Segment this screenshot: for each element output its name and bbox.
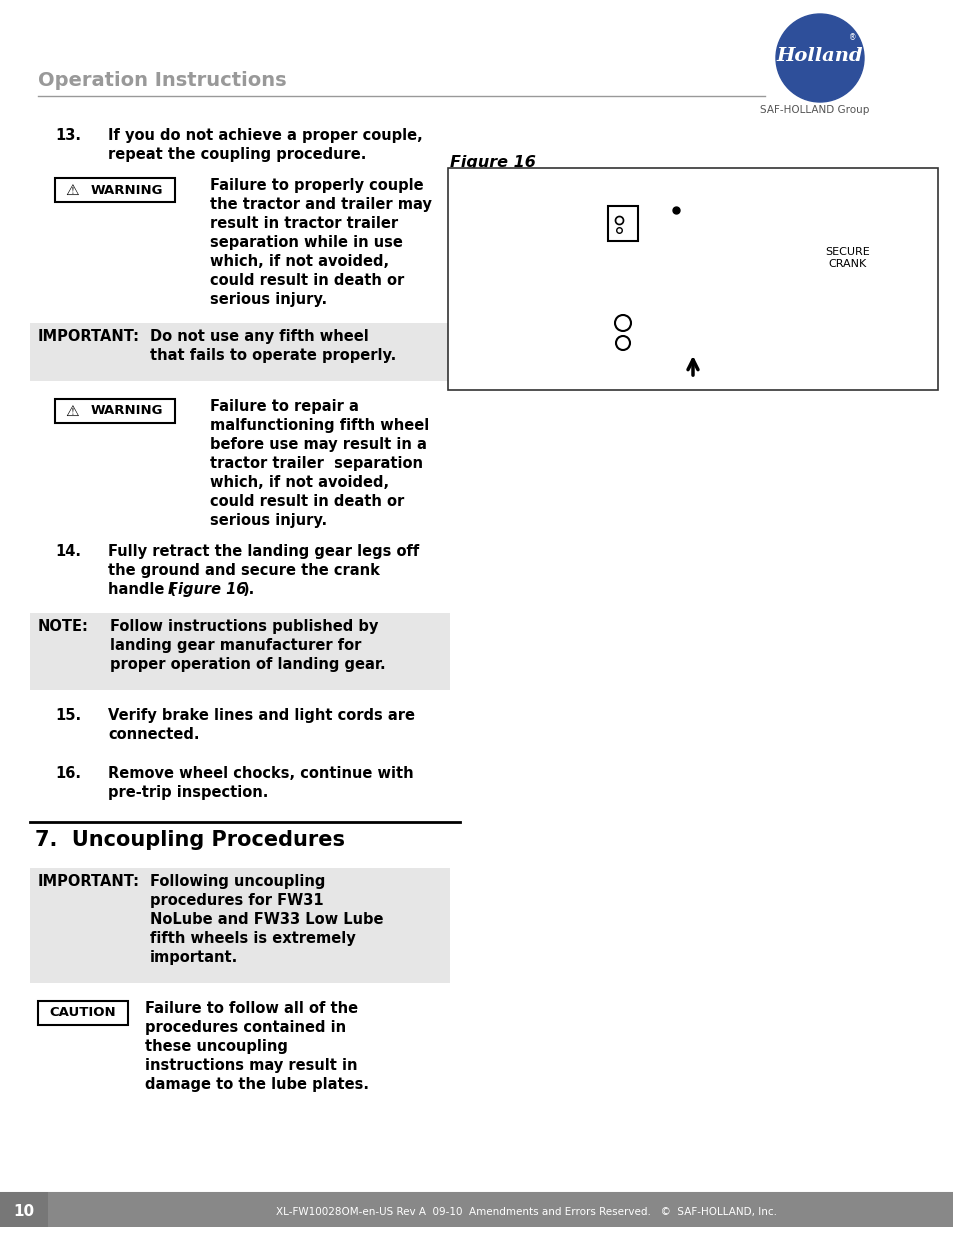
Text: 10: 10 (13, 1204, 34, 1219)
Text: Figure 16: Figure 16 (168, 582, 246, 597)
Text: which, if not avoided,: which, if not avoided, (210, 475, 389, 490)
Text: SECURE
CRANK: SECURE CRANK (824, 247, 869, 269)
Text: NOTE:: NOTE: (38, 619, 89, 634)
Bar (55, 178, 174, 203)
Bar (30, 868, 450, 983)
Text: which, if not avoided,: which, if not avoided, (210, 254, 389, 269)
Text: Holland: Holland (776, 47, 862, 65)
Text: 14.: 14. (55, 543, 81, 559)
Text: WARNING: WARNING (91, 184, 163, 196)
Text: NoLube and FW33 Low Lube: NoLube and FW33 Low Lube (150, 911, 383, 927)
Bar (0, 1192, 48, 1228)
Bar (448, 168, 937, 390)
Text: Fully retract the landing gear legs off: Fully retract the landing gear legs off (108, 543, 418, 559)
Text: before use may result in a: before use may result in a (210, 437, 426, 452)
Text: IMPORTANT:: IMPORTANT: (38, 874, 140, 889)
Text: Follow instructions published by: Follow instructions published by (110, 619, 378, 634)
Text: CAUTION: CAUTION (50, 1007, 116, 1020)
Text: the tractor and trailer may: the tractor and trailer may (210, 198, 432, 212)
Text: serious injury.: serious injury. (210, 513, 327, 529)
Text: tractor trailer  separation: tractor trailer separation (210, 456, 422, 471)
Text: Failure to repair a: Failure to repair a (210, 399, 358, 414)
Text: landing gear manufacturer for: landing gear manufacturer for (110, 638, 361, 653)
Text: ⚠: ⚠ (65, 404, 79, 419)
Circle shape (775, 14, 863, 103)
Text: WARNING: WARNING (91, 405, 163, 417)
Text: ⚠: ⚠ (65, 183, 79, 198)
Bar (607, 206, 638, 241)
Text: procedures contained in: procedures contained in (145, 1020, 346, 1035)
Text: proper operation of landing gear.: proper operation of landing gear. (110, 657, 385, 672)
Text: 7.  Uncoupling Procedures: 7. Uncoupling Procedures (35, 830, 345, 850)
Text: these uncoupling: these uncoupling (145, 1039, 288, 1053)
Text: Remove wheel chocks, continue with: Remove wheel chocks, continue with (108, 766, 414, 781)
Text: serious injury.: serious injury. (210, 291, 327, 308)
Text: IMPORTANT:: IMPORTANT: (38, 329, 140, 345)
Text: ).: ). (243, 582, 255, 597)
Bar (38, 1002, 128, 1025)
Text: damage to the lube plates.: damage to the lube plates. (145, 1077, 369, 1092)
Text: that fails to operate properly.: that fails to operate properly. (150, 348, 395, 363)
Text: 16.: 16. (55, 766, 81, 781)
Text: repeat the coupling procedure.: repeat the coupling procedure. (108, 147, 366, 162)
Text: important.: important. (150, 950, 238, 965)
Circle shape (616, 336, 629, 350)
Text: ®: ® (848, 33, 856, 42)
Text: XL-FW10028OM-en-US Rev A  09-10  Amendments and Errors Reserved.   ©  SAF-HOLLAN: XL-FW10028OM-en-US Rev A 09-10 Amendment… (276, 1207, 777, 1216)
Text: connected.: connected. (108, 727, 199, 742)
Text: procedures for FW31: procedures for FW31 (150, 893, 323, 908)
Text: malfunctioning fifth wheel: malfunctioning fifth wheel (210, 417, 429, 433)
Text: could result in death or: could result in death or (210, 494, 404, 509)
Text: instructions may result in: instructions may result in (145, 1058, 357, 1073)
Text: SAF-HOLLAND Group: SAF-HOLLAND Group (760, 105, 869, 115)
Text: the ground and secure the crank: the ground and secure the crank (108, 563, 379, 578)
Text: Failure to properly couple: Failure to properly couple (210, 178, 423, 193)
Text: result in tractor trailer: result in tractor trailer (210, 216, 397, 231)
Text: Failure to follow all of the: Failure to follow all of the (145, 1002, 357, 1016)
Bar (55, 399, 174, 424)
Bar (30, 324, 450, 382)
Text: Figure 16: Figure 16 (450, 154, 536, 169)
Text: could result in death or: could result in death or (210, 273, 404, 288)
Text: separation while in use: separation while in use (210, 235, 402, 249)
Bar (0, 1192, 953, 1228)
Text: Operation Instructions: Operation Instructions (38, 70, 286, 89)
Text: Do not use any fifth wheel: Do not use any fifth wheel (150, 329, 369, 345)
Text: 13.: 13. (55, 128, 81, 143)
Text: 15.: 15. (55, 708, 81, 722)
Text: fifth wheels is extremely: fifth wheels is extremely (150, 931, 355, 946)
Text: If you do not achieve a proper couple,: If you do not achieve a proper couple, (108, 128, 422, 143)
Bar (30, 613, 450, 690)
Text: handle (: handle ( (108, 582, 176, 597)
Text: Following uncoupling: Following uncoupling (150, 874, 325, 889)
Text: Verify brake lines and light cords are: Verify brake lines and light cords are (108, 708, 415, 722)
Circle shape (615, 315, 630, 331)
Text: pre-trip inspection.: pre-trip inspection. (108, 785, 268, 800)
